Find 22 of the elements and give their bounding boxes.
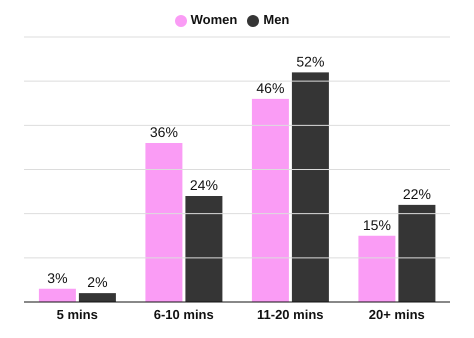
x-tick-label: 5 mins bbox=[56, 307, 98, 322]
x-tick-label: 11-20 mins bbox=[257, 307, 324, 322]
data-label: 36% bbox=[150, 124, 178, 140]
bar bbox=[358, 236, 396, 302]
data-label: 2% bbox=[87, 274, 108, 290]
data-label: 15% bbox=[362, 216, 391, 233]
bar bbox=[292, 72, 329, 302]
bar bbox=[185, 196, 222, 302]
legend-label: Women bbox=[190, 12, 238, 27]
data-label: 3% bbox=[47, 270, 68, 286]
bar bbox=[398, 204, 436, 302]
bar bbox=[78, 293, 116, 302]
data-label: 52% bbox=[296, 53, 324, 70]
x-tick-label: 20+ mins bbox=[368, 307, 425, 322]
legend-label: Men bbox=[263, 12, 290, 27]
data-label: 22% bbox=[402, 186, 431, 202]
bar bbox=[252, 98, 289, 302]
data-label: 46% bbox=[256, 80, 284, 96]
bar bbox=[38, 288, 76, 302]
bar bbox=[145, 143, 182, 302]
x-tick-label: 6-10 mins bbox=[154, 307, 214, 322]
data-label: 24% bbox=[190, 177, 218, 193]
